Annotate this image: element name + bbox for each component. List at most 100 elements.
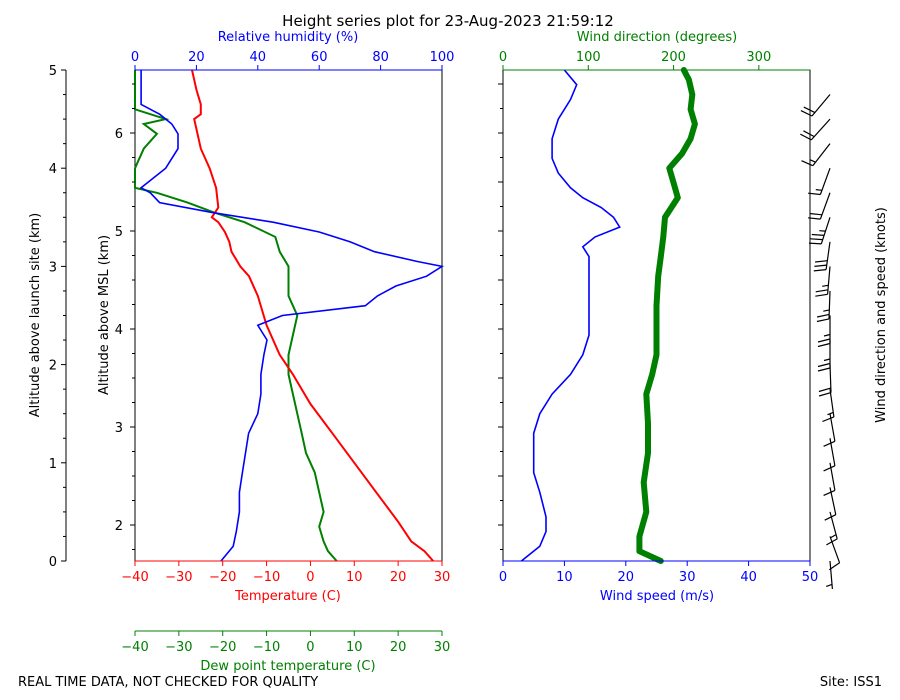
humidity-axis-tick-label: 60 (311, 50, 328, 65)
dewpoint-axis-tick-label: 0 (306, 640, 314, 655)
dewpoint-axis-tick-label: 20 (390, 640, 407, 655)
wind-barb-shaft (829, 560, 833, 589)
wind-barb-half-feather (809, 159, 816, 163)
wind-barb (818, 364, 832, 397)
wind-barb-shaft (825, 241, 831, 270)
wind-barb-half-feather (826, 583, 833, 587)
wind-barb-half-feather (822, 284, 829, 287)
temperature-axis-tick-label: 20 (390, 570, 407, 585)
altitude-site-tick-label: 2 (49, 359, 57, 374)
dewpoint-axis-tick-label: −40 (121, 640, 148, 655)
dewpoint-axis: −40 −30 −20 −10 0 10 20 30 (121, 630, 450, 655)
wind-speed-axis-label: Wind speed (m/s) (600, 589, 714, 604)
wind-barb (800, 94, 831, 117)
temperature-axis-tick-label: 30 (434, 570, 451, 585)
wind-barb-feather (818, 387, 831, 393)
wind-barb-feather (808, 192, 821, 196)
dewpoint-axis-tick-label: 10 (346, 640, 363, 655)
wind-barb-feather (817, 338, 831, 343)
dewpoint-axis-tick-label: −10 (253, 640, 280, 655)
altitude-site-tick-label: 5 (49, 64, 57, 79)
wind-barb-feather (818, 392, 832, 397)
humidity-axis-tick-label: 100 (430, 50, 455, 65)
wind-barb-shaft (812, 143, 831, 167)
altitude-msl-axis: 2 3 4 5 6 (115, 83, 135, 550)
temperature-axis-tick-label: −20 (209, 570, 236, 585)
wind-barb-feather (803, 130, 815, 138)
humidity-axis-tick-label: 40 (250, 50, 267, 65)
wind-barb-feather (814, 264, 827, 267)
wind-barb-feather (817, 362, 831, 368)
figure-title: Height series plot for 23-Aug-2023 21:59… (282, 12, 614, 30)
temperature-axis-tick-label: 0 (306, 570, 314, 585)
wind-direction-axis-tick-label: 200 (661, 50, 686, 65)
wind-barb-feather (801, 160, 814, 167)
wind-barb-shaft (820, 217, 831, 245)
wind-barb (826, 560, 833, 589)
temperature-axis-tick-label: −30 (165, 570, 192, 585)
temperature-axis-tick-label: 10 (346, 570, 363, 585)
altitude-msl-axis-label: Altitude above MSL (km) (97, 235, 112, 395)
wind-barb-feather (815, 289, 829, 293)
wind-direction-axis-tick-label: 300 (746, 50, 771, 65)
wind-barb-half-feather (815, 189, 823, 191)
wind-barb-feather (810, 238, 823, 241)
wind-barb (817, 315, 831, 348)
wind-direction-axis-label: Wind direction (degrees) (577, 30, 737, 45)
altitude-msl-tick-label: 3 (115, 421, 123, 436)
wind-barb (813, 241, 831, 272)
wind-barb (808, 192, 831, 220)
humidity-axis-tick-label: 20 (188, 50, 205, 65)
wind-speed-line (520, 69, 621, 562)
altitude-site-tick-label: 3 (49, 260, 57, 275)
wind-speed-axis-tick-label: 20 (618, 570, 635, 585)
altitude-site-tick-label: 1 (49, 457, 57, 472)
wind-speed-axis-tick-label: 30 (679, 570, 696, 585)
temperature-line (191, 69, 434, 562)
thermo-panel: −40 −30 −20 −10 0 10 20 30 −40 −30 −20 −10 0 10 20 30 … (28, 30, 454, 674)
dewpoint-axis-tick-label: −30 (165, 640, 192, 655)
temperature-axis: −40 −30 −20 −10 0 10 20 30 (121, 560, 451, 585)
quality-note: REAL TIME DATA, NOT CHECKED FOR QUALITY (18, 675, 318, 690)
humidity-axis-label: Relative humidity (%) (218, 30, 359, 45)
wind-barb-feather (817, 342, 831, 348)
wind-barb-feather (800, 110, 813, 117)
wind-barb-feather (816, 318, 830, 323)
site-label: Site: ISS1 (820, 675, 882, 690)
dewpoint-axis-label: Dew point temperature (C) (200, 659, 375, 674)
wind-barb (823, 462, 836, 496)
wind-altitude-axis (498, 83, 503, 550)
wind-barb-shaft (828, 290, 831, 319)
wind-direction-axis-tick-label: 0 (499, 50, 507, 65)
wind-barb-feather (811, 233, 825, 236)
wind-barb-feather (822, 416, 835, 423)
wind-barb (808, 217, 831, 245)
wind-speed-axis-tick-label: 10 (556, 570, 573, 585)
wind-barb-feather (808, 217, 821, 220)
wind-barb-feather (800, 133, 812, 141)
wind-barb-feather (823, 440, 836, 447)
humidity-axis: 0 20 40 60 80 100 (131, 50, 455, 71)
wind-barb-shaft (810, 118, 831, 141)
wind-barb-half-feather (823, 358, 831, 362)
wind-barb-feather (828, 562, 840, 571)
wind-barb (801, 143, 831, 167)
wind-barb (815, 266, 831, 297)
wind-barb-feather (824, 514, 837, 521)
wind-barb (800, 118, 831, 141)
wind-barb (822, 389, 835, 423)
wind-barbs (800, 94, 841, 589)
wind-barb (817, 340, 831, 372)
wind-barb (808, 167, 831, 196)
altitude-msl-tick-label: 4 (115, 323, 123, 338)
temperature-axis-tick-label: −10 (253, 570, 280, 585)
dewpoint-axis-tick-label: −20 (209, 640, 236, 655)
altitude-msl-tick-label: 2 (115, 519, 123, 534)
wind-panel: 0 10 20 30 40 50 0 100 200 300 Wind speed (m/s) … (498, 30, 889, 604)
altitude-site-tick-label: 0 (49, 555, 57, 570)
wind-direction-axis-tick-label: 100 (576, 50, 601, 65)
wind-barb-feather (815, 260, 828, 263)
humidity-axis-tick-label: 80 (372, 50, 389, 65)
wind-barb-half-feather (830, 534, 837, 539)
